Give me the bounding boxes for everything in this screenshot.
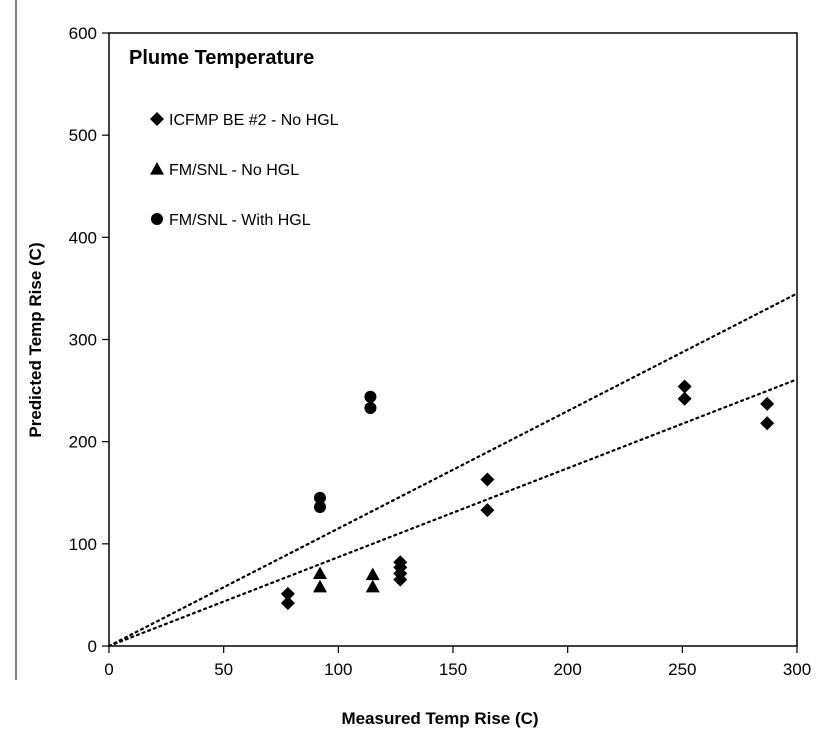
y-tick-label: 300	[69, 331, 97, 350]
diamond-data-point	[480, 472, 495, 487]
diamond-data-point	[677, 379, 692, 394]
x-tick-label: 300	[783, 660, 811, 679]
x-tick-label: 250	[668, 660, 696, 679]
x-axis-title: Measured Temp Rise (C)	[341, 709, 538, 728]
legend-entry-label: ICFMP BE #2 - No HGL	[169, 112, 339, 129]
x-tick-label: 100	[324, 660, 352, 679]
x-tick-label: 0	[104, 660, 113, 679]
x-tick-label: 50	[214, 660, 233, 679]
reference-lines	[107, 292, 799, 648]
triangle-data-point	[312, 579, 327, 593]
circle-data-point	[313, 501, 326, 514]
y-tick-label: 200	[69, 433, 97, 452]
x-axis-ticks: 0 50 100 150 200 250 300	[104, 646, 811, 679]
circle-data-point	[313, 491, 326, 504]
y-tick-label: 0	[88, 637, 97, 656]
reference-line-2	[107, 378, 799, 648]
diamond-data-point	[393, 555, 408, 570]
data-markers	[280, 379, 775, 611]
reference-line-1	[107, 292, 799, 648]
diamond-data-point	[760, 396, 775, 411]
legend-entry-label: FM/SNL - With HGL	[169, 212, 311, 229]
y-tick-label: 400	[69, 228, 97, 247]
circle-data-point	[364, 401, 377, 414]
circle-data-point	[364, 390, 377, 403]
y-tick-label: 500	[69, 126, 97, 145]
x-tick-label: 150	[439, 660, 467, 679]
legend-triangle-marker	[150, 162, 164, 175]
diamond-data-point	[677, 391, 692, 406]
x-tick-label: 200	[553, 660, 581, 679]
legend-circle-marker	[151, 213, 163, 225]
triangle-data-point	[312, 566, 327, 580]
diamond-data-point	[760, 416, 775, 431]
triangle-data-point	[365, 579, 380, 593]
diamond-data-point	[480, 503, 495, 518]
legend: ICFMP BE #2 - No HGL FM/SNL - No HGL FM/SN…	[150, 112, 339, 229]
legend-entry-label: FM/SNL - No HGL	[169, 162, 299, 179]
diamond-data-point	[280, 596, 295, 611]
diamond-data-point	[280, 586, 295, 601]
chart-title: Plume Temperature	[129, 47, 314, 69]
y-tick-label: 600	[69, 24, 97, 43]
y-axis-ticks: 0 100 200 300 400 500 600	[69, 24, 109, 656]
y-tick-label: 100	[69, 535, 97, 554]
y-axis-title: Predicted Temp Rise (C)	[26, 242, 45, 437]
legend-diamond-marker	[150, 112, 164, 126]
triangle-data-point	[365, 567, 380, 581]
